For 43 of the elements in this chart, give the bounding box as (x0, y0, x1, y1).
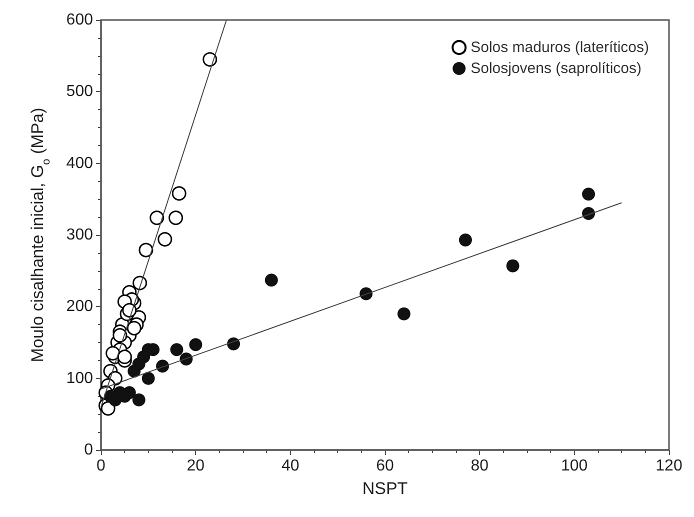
point (264, 274, 278, 287)
point (132, 276, 148, 290)
y-tick-label: 500 (66, 83, 94, 100)
point (170, 343, 184, 356)
point (202, 52, 218, 67)
point (189, 338, 202, 352)
legend-label: Solosjovens (saprolíticos) (470, 60, 642, 77)
x-tick-label: 80 (470, 458, 489, 474)
x-axis-title: NSPT (362, 479, 408, 498)
point (158, 232, 172, 247)
point (132, 393, 146, 406)
point (100, 401, 116, 416)
point (397, 307, 410, 320)
y-tick-label: 400 (66, 154, 94, 172)
x-tick-label: 120 (656, 458, 682, 474)
y-tick-label: 600 (66, 12, 94, 28)
x-tick-label: 0 (96, 458, 106, 474)
y-axis-title: Moulo cisalhante inicial, Go (MPa) (28, 108, 52, 362)
x-tick-label: 100 (560, 458, 588, 474)
point (106, 346, 120, 360)
point (582, 207, 596, 220)
y-tick-label: 200 (66, 298, 94, 316)
y-tick-label: 100 (66, 370, 94, 387)
point (112, 328, 128, 343)
point (126, 320, 142, 336)
point (168, 210, 184, 226)
point (142, 372, 155, 385)
point (138, 242, 154, 258)
legend-label: Solos maduros (lateríticos) (470, 39, 650, 56)
point (117, 350, 132, 364)
point (582, 188, 596, 201)
point (132, 358, 146, 370)
x-tick-label: 20 (186, 458, 205, 474)
point (150, 210, 164, 226)
point (458, 234, 472, 247)
y-tick-label: 300 (66, 226, 94, 244)
y-tick-label: 0 (84, 442, 94, 458)
x-tick-label: 60 (376, 458, 394, 474)
point (172, 186, 186, 201)
x-tick-label: 40 (281, 458, 300, 474)
point (506, 259, 520, 272)
point (122, 303, 137, 318)
point (227, 337, 240, 350)
